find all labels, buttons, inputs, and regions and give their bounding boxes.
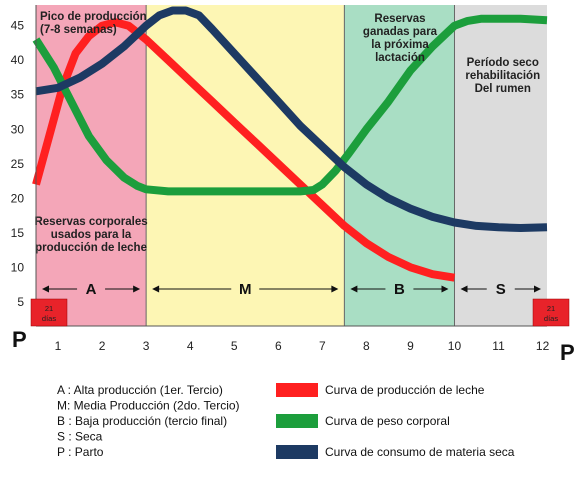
legend-definition: P : Parto bbox=[57, 445, 104, 459]
legend-definition: M: Media Producción (2do. Tercio) bbox=[57, 399, 240, 413]
phase-letter-m: M bbox=[239, 281, 252, 298]
y-tick-label: 25 bbox=[11, 157, 25, 171]
legend-swatch bbox=[276, 414, 318, 428]
x-tick-label: 2 bbox=[99, 339, 106, 353]
marker-box-left bbox=[30, 298, 68, 327]
marker-left-value: 21 bbox=[45, 304, 53, 313]
region-m bbox=[146, 5, 345, 326]
arrowhead-right-a bbox=[133, 285, 141, 293]
series-lines bbox=[32, 6, 548, 282]
label-body-reserves-line: producción de leche bbox=[35, 242, 147, 254]
marker-left-unit: días bbox=[42, 314, 56, 323]
label-body-reserves-line: usados para la bbox=[51, 229, 132, 241]
region-s bbox=[454, 5, 547, 326]
y-tick-label: 30 bbox=[11, 122, 25, 136]
series-line-leche bbox=[32, 18, 456, 282]
y-tick-label: 5 bbox=[17, 295, 24, 309]
y-tick-label: 40 bbox=[11, 53, 25, 67]
legend-definition: A : Alta producción (1er. Tercio) bbox=[57, 383, 223, 397]
label-dry-period-line: rehabilitación bbox=[465, 70, 540, 82]
legend-curve-label: Curva de producción de leche bbox=[325, 383, 485, 397]
arrowhead-left-a bbox=[42, 285, 49, 293]
x-tick-label: 11 bbox=[492, 339, 505, 353]
arrowhead-left-s bbox=[460, 285, 468, 293]
marker-box-right bbox=[532, 298, 570, 327]
label-body-reserves-line: Reservas corporales bbox=[34, 216, 147, 228]
arrowhead-right-b bbox=[441, 285, 449, 293]
label-reserves-gained-line: lactación bbox=[375, 52, 425, 64]
arrowhead-right-m bbox=[331, 285, 339, 293]
x-tick-label: 12 bbox=[536, 339, 550, 353]
region-labels: Pico de producción (7-8 semanas) Reservas … bbox=[34, 11, 540, 254]
label-peak-production-line: Pico de producción bbox=[40, 11, 147, 23]
calving-letter-right: P bbox=[560, 340, 575, 365]
series-line-consumo bbox=[35, 6, 548, 232]
phase-letter-b: B bbox=[394, 281, 405, 298]
marker-right-unit: días bbox=[544, 314, 558, 323]
label-peak-production: Pico de producción (7-8 semanas) bbox=[40, 11, 147, 36]
legend-swatch bbox=[276, 445, 318, 459]
y-tick-label: 35 bbox=[11, 88, 25, 102]
y-tick-label: 45 bbox=[11, 19, 25, 33]
phase-letter-s: S bbox=[496, 281, 506, 298]
legend-curve-label: Curva de peso corporal bbox=[325, 414, 450, 428]
x-tick-label: 4 bbox=[187, 339, 194, 353]
label-peak-production-line: (7-8 semanas) bbox=[40, 24, 117, 36]
legend-definition: S : Seca bbox=[57, 430, 103, 444]
region-a bbox=[36, 5, 147, 326]
phase-letter-a: A bbox=[86, 281, 97, 298]
arrowhead-left-m bbox=[152, 285, 160, 293]
arrowhead-left-b bbox=[350, 285, 358, 293]
x-tick-label: 8 bbox=[363, 339, 370, 353]
label-dry-period-line: Período seco bbox=[467, 57, 539, 69]
legend-swatch bbox=[276, 383, 318, 397]
y-tick-label: 10 bbox=[11, 260, 25, 274]
x-tick-label: 9 bbox=[407, 339, 414, 353]
label-reserves-gained-line: la próxima bbox=[371, 39, 429, 51]
x-tick-label: 6 bbox=[275, 339, 282, 353]
x-tick-label: 10 bbox=[448, 339, 462, 353]
series-line-peso bbox=[32, 14, 548, 196]
legend-curve-label: Curva de consumo de materia seca bbox=[325, 445, 515, 459]
label-body-reserves: Reservas corporales usados para la producc… bbox=[34, 216, 147, 254]
label-dry-period-line: Del rumen bbox=[475, 83, 531, 95]
label-reserves-gained-line: ganadas para bbox=[363, 26, 438, 38]
y-tick-label: 15 bbox=[11, 226, 25, 240]
x-tick-label: 3 bbox=[143, 339, 150, 353]
x-tick-label: 5 bbox=[231, 339, 238, 353]
label-reserves-gained: Reservas ganadas para la próxima lactación bbox=[363, 13, 438, 64]
label-dry-period: Período seco rehabilitación Del rumen bbox=[465, 57, 540, 95]
legend-definition: B : Baja producción (tercio final) bbox=[57, 414, 227, 428]
arrowhead-right-s bbox=[534, 285, 541, 293]
x-tick-label: 7 bbox=[319, 339, 326, 353]
phase-regions bbox=[36, 5, 547, 326]
legend: A : Alta producción (1er. Tercio) M: Medi… bbox=[57, 383, 515, 459]
marker-right-value: 21 bbox=[547, 304, 555, 313]
y-tick-label: 20 bbox=[11, 191, 25, 205]
label-reserves-gained-line: Reservas bbox=[374, 13, 425, 25]
calving-letter-left: P bbox=[12, 327, 27, 352]
x-tick-label: 1 bbox=[55, 339, 62, 353]
